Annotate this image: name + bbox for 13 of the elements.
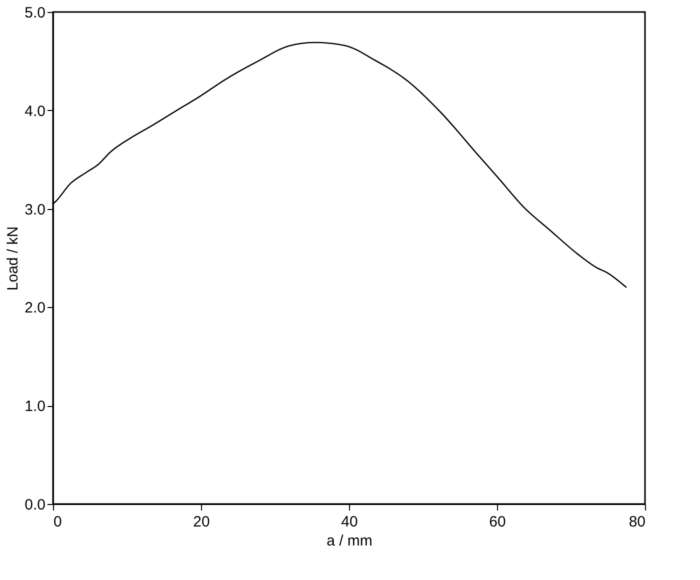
x-axis-title: a / mm [326, 532, 372, 550]
y-tick-label: 5.0 [24, 4, 46, 22]
x-tick-label: 80 [628, 514, 646, 530]
y-tick-label: 2.0 [24, 300, 46, 317]
y-axis-title: Load / kN [4, 226, 22, 291]
x-tick-label: 20 [193, 514, 210, 530]
x-tick-label: 60 [489, 514, 506, 530]
x-tick-label: 40 [341, 514, 358, 530]
y-tick-label: 0.0 [24, 496, 46, 514]
y-tick-label: 4.0 [24, 102, 46, 120]
y-tick-label: 1.0 [24, 398, 46, 416]
y-tick-label: 3.0 [24, 201, 46, 218]
x-tick-label: 0 [54, 514, 62, 530]
